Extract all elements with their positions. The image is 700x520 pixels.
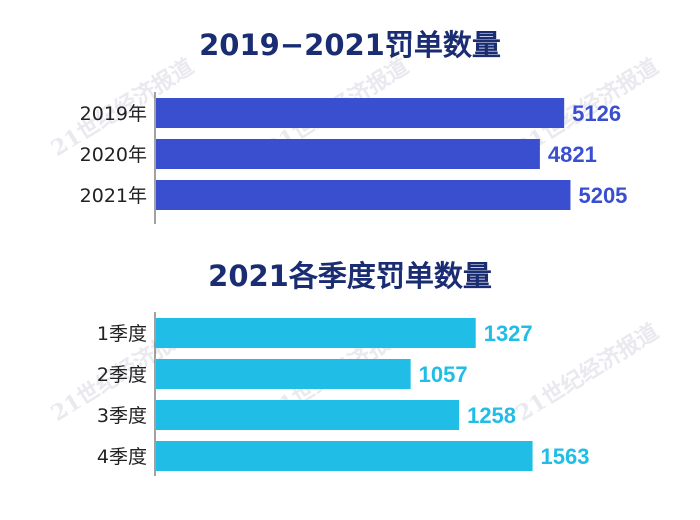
category-label: 3季度 xyxy=(97,405,147,427)
data-label: 4821 xyxy=(548,142,597,167)
data-label: 1057 xyxy=(419,362,468,387)
data-label: 5126 xyxy=(572,101,621,126)
bar-quarterly xyxy=(156,359,411,389)
data-label: 1563 xyxy=(541,444,590,469)
bar-quarterly xyxy=(156,318,476,348)
category-label: 1季度 xyxy=(97,323,147,345)
data-label: 1258 xyxy=(467,403,516,428)
bar-annual xyxy=(156,180,571,210)
chart-title-quarterly: 2021各季度罚单数量 xyxy=(208,259,492,293)
category-label: 2季度 xyxy=(97,364,147,386)
data-label: 5205 xyxy=(578,183,627,208)
data-label: 1327 xyxy=(484,321,533,346)
category-label: 4季度 xyxy=(97,446,147,468)
bar-quarterly xyxy=(156,400,460,430)
bar-annual xyxy=(156,98,565,128)
chart-title-annual: 2019−2021罚单数量 xyxy=(199,28,501,62)
category-label: 2020年 xyxy=(80,144,147,166)
category-label: 2019年 xyxy=(80,103,147,125)
category-label: 2021年 xyxy=(80,185,147,207)
bar-quarterly xyxy=(156,441,533,471)
bar-annual xyxy=(156,139,540,169)
